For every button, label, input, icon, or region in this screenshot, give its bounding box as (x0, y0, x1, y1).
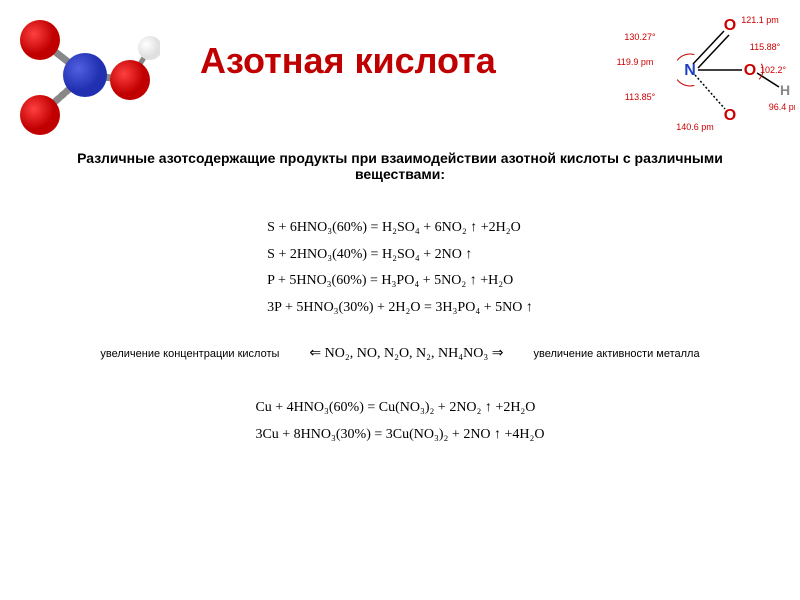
equation-cu-60: Cu + 4HNO₃(60%) = Cu(NO₃)₂ + 2NO₂ ↑ +2H₂… (255, 395, 544, 422)
svg-text:115.88°: 115.88° (750, 42, 781, 52)
svg-text:140.6 pm: 140.6 pm (676, 122, 714, 132)
reaction-equations-nonmetals: S + 6HNO₃(60%) = H₂SO₄ + 6NO₂ ↑ +2H₂O S … (267, 215, 533, 321)
molecule-3d-model (10, 10, 160, 140)
equation-s-60: S + 6HNO₃(60%) = H₂SO₄ + 6NO₂ ↑ +2H₂O (267, 215, 533, 242)
svg-text:130.27°: 130.27° (624, 32, 656, 42)
svg-text:O: O (724, 17, 736, 34)
svg-text:119.9 pm: 119.9 pm (617, 57, 654, 67)
page-title: Азотная кислота (200, 40, 496, 82)
svg-text:O: O (744, 62, 756, 79)
equation-s-40: S + 2HNO₃(40%) = H₂SO₄ + 2NO ↑ (267, 242, 533, 269)
equation-cu-30: 3Cu + 8HNO₃(30%) = 3Cu(NO₃)₂ + 2NO ↑ +4H… (255, 422, 544, 449)
product-trend-row: увеличение концентрации кислоты ⇐ NO₂, N… (0, 345, 800, 362)
svg-text:96.4 pm: 96.4 pm (769, 102, 795, 112)
svg-text:N: N (684, 62, 696, 79)
equation-p-30: 3P + 5HNO₃(30%) + 2H₂O = 3H₃PO₄ + 5NO ↑ (267, 295, 533, 322)
equation-p-60: P + 5HNO₃(60%) = H₃PO₄ + 5NO₂ ↑ +H₂O (267, 268, 533, 295)
intro-text: Различные азотсодержащие продукты при вз… (40, 150, 760, 182)
svg-text:O: O (724, 107, 736, 124)
svg-text:121.1 pm: 121.1 pm (741, 15, 779, 25)
activity-label: увеличение активности металла (534, 348, 700, 360)
svg-text:H: H (780, 82, 790, 98)
svg-text:113.85°: 113.85° (625, 92, 656, 102)
svg-text:102.2°: 102.2° (760, 65, 787, 75)
concentration-label: увеличение концентрации кислоты (100, 348, 279, 360)
molecular-structure-diagram: N O O O H 130.27° 119.9 pm 113.85° 140.6 pm 121.1… (595, 5, 795, 135)
product-series: ⇐ NO₂, NO, N₂O, N₂, NH₄NO₃ ⇒ (309, 345, 503, 362)
reaction-equations-metals: Cu + 4HNO₃(60%) = Cu(NO₃)₂ + 2NO₂ ↑ +2H₂… (255, 395, 544, 448)
